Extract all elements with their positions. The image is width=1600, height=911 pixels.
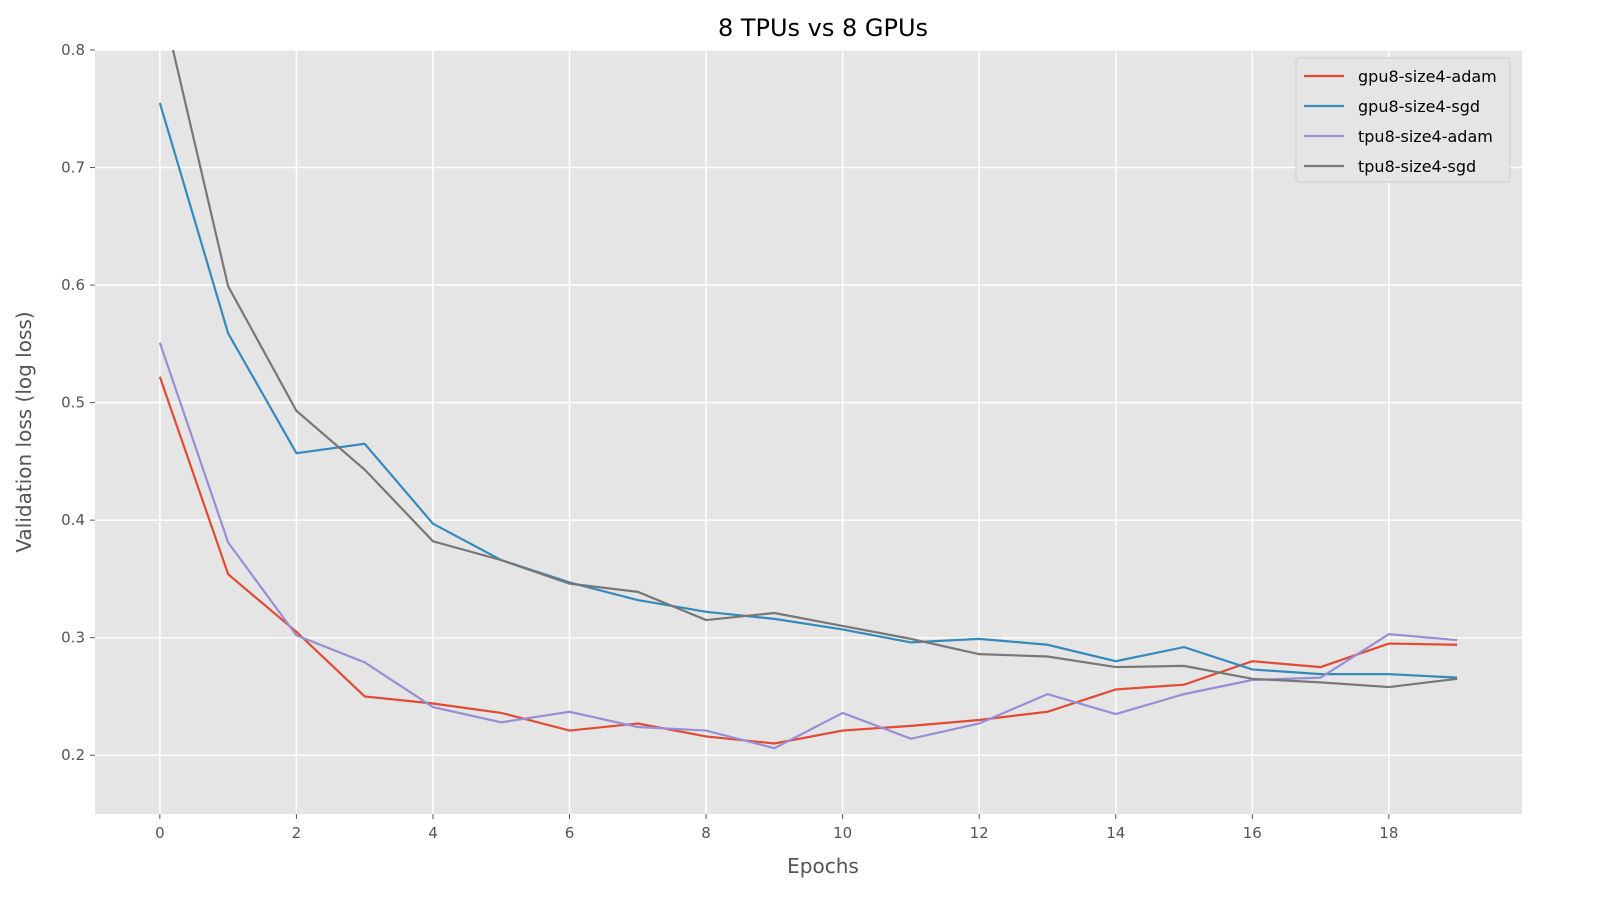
y-axis-label: Validation loss (log loss) bbox=[12, 311, 36, 552]
series-line-tpu8-size4-adam bbox=[158, 342, 1458, 750]
x-tick-label: 10 bbox=[833, 824, 852, 842]
x-tick-label: 2 bbox=[292, 824, 302, 842]
x-tick-label: 6 bbox=[565, 824, 575, 842]
legend-label: gpu8-size4-adam bbox=[1358, 67, 1497, 86]
y-tick-label: 0.4 bbox=[61, 511, 85, 529]
y-tick-label: 0.7 bbox=[61, 159, 85, 177]
chart-title: 8 TPUs vs 8 GPUs bbox=[718, 14, 928, 42]
x-tick-label: 18 bbox=[1379, 824, 1398, 842]
x-tick-label: 12 bbox=[970, 824, 989, 842]
legend: gpu8-size4-adam gpu8-size4-sgd tpu8-size4-… bbox=[1295, 57, 1511, 183]
x-tick-label: 4 bbox=[428, 824, 438, 842]
plot-area bbox=[95, 50, 1522, 814]
legend-label: tpu8-size4-sgd bbox=[1358, 157, 1476, 176]
y-tick-label: 0.3 bbox=[61, 629, 85, 647]
y-tick-label: 0.5 bbox=[61, 394, 85, 412]
series-line-tpu8-size4-sgd bbox=[171, 50, 1458, 689]
x-tick-label: 0 bbox=[155, 824, 165, 842]
y-tick-label: 0.6 bbox=[61, 276, 85, 294]
y-tick-label: 0.8 bbox=[61, 41, 85, 59]
legend-box bbox=[1295, 57, 1511, 183]
legend-label: gpu8-size4-sgd bbox=[1358, 97, 1480, 116]
x-tick-label: 16 bbox=[1243, 824, 1262, 842]
x-axis-label: Epochs bbox=[787, 854, 859, 878]
y-tick-label: 0.2 bbox=[61, 746, 85, 764]
series-line-gpu8-size4-sgd bbox=[158, 102, 1458, 679]
x-tick-label: 14 bbox=[1106, 824, 1125, 842]
legend-label: tpu8-size4-adam bbox=[1358, 127, 1493, 146]
x-tick-label: 8 bbox=[701, 824, 711, 842]
